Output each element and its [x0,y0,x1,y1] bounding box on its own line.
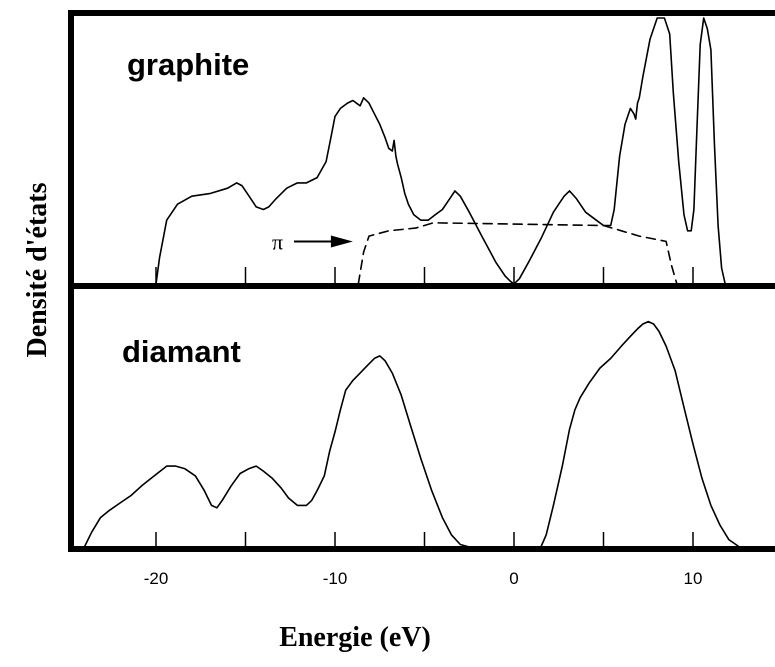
annotation-layer: π [272,229,353,254]
x-axis-label: Energie (eV) [279,622,431,653]
ticks-layer: -20 -10 0 10 [144,267,703,588]
plot-frame [68,10,775,552]
graphite-annotation-arrow-head-0 [330,235,353,248]
graphite-series-dashed-line [357,222,678,285]
x-tick-label-2: 0 [509,569,518,588]
panel-label-diamant: diamant [122,334,241,369]
x-tick-label-1: -10 [323,569,348,588]
y-axis-label: Densité d'états [22,182,53,357]
panel-label-graphite: graphite [127,47,249,82]
graphite-annotation-label-0: π [272,229,283,254]
graphite-series-solid-line [155,17,726,285]
labels-layer: graphite diamant Energie (eV) Densité d'… [22,47,431,653]
x-tick-label-0: -20 [144,569,169,588]
x-tick-label-3: 10 [684,569,703,588]
curves-layer [83,17,741,548]
diamant-series-solid-line [83,320,741,548]
